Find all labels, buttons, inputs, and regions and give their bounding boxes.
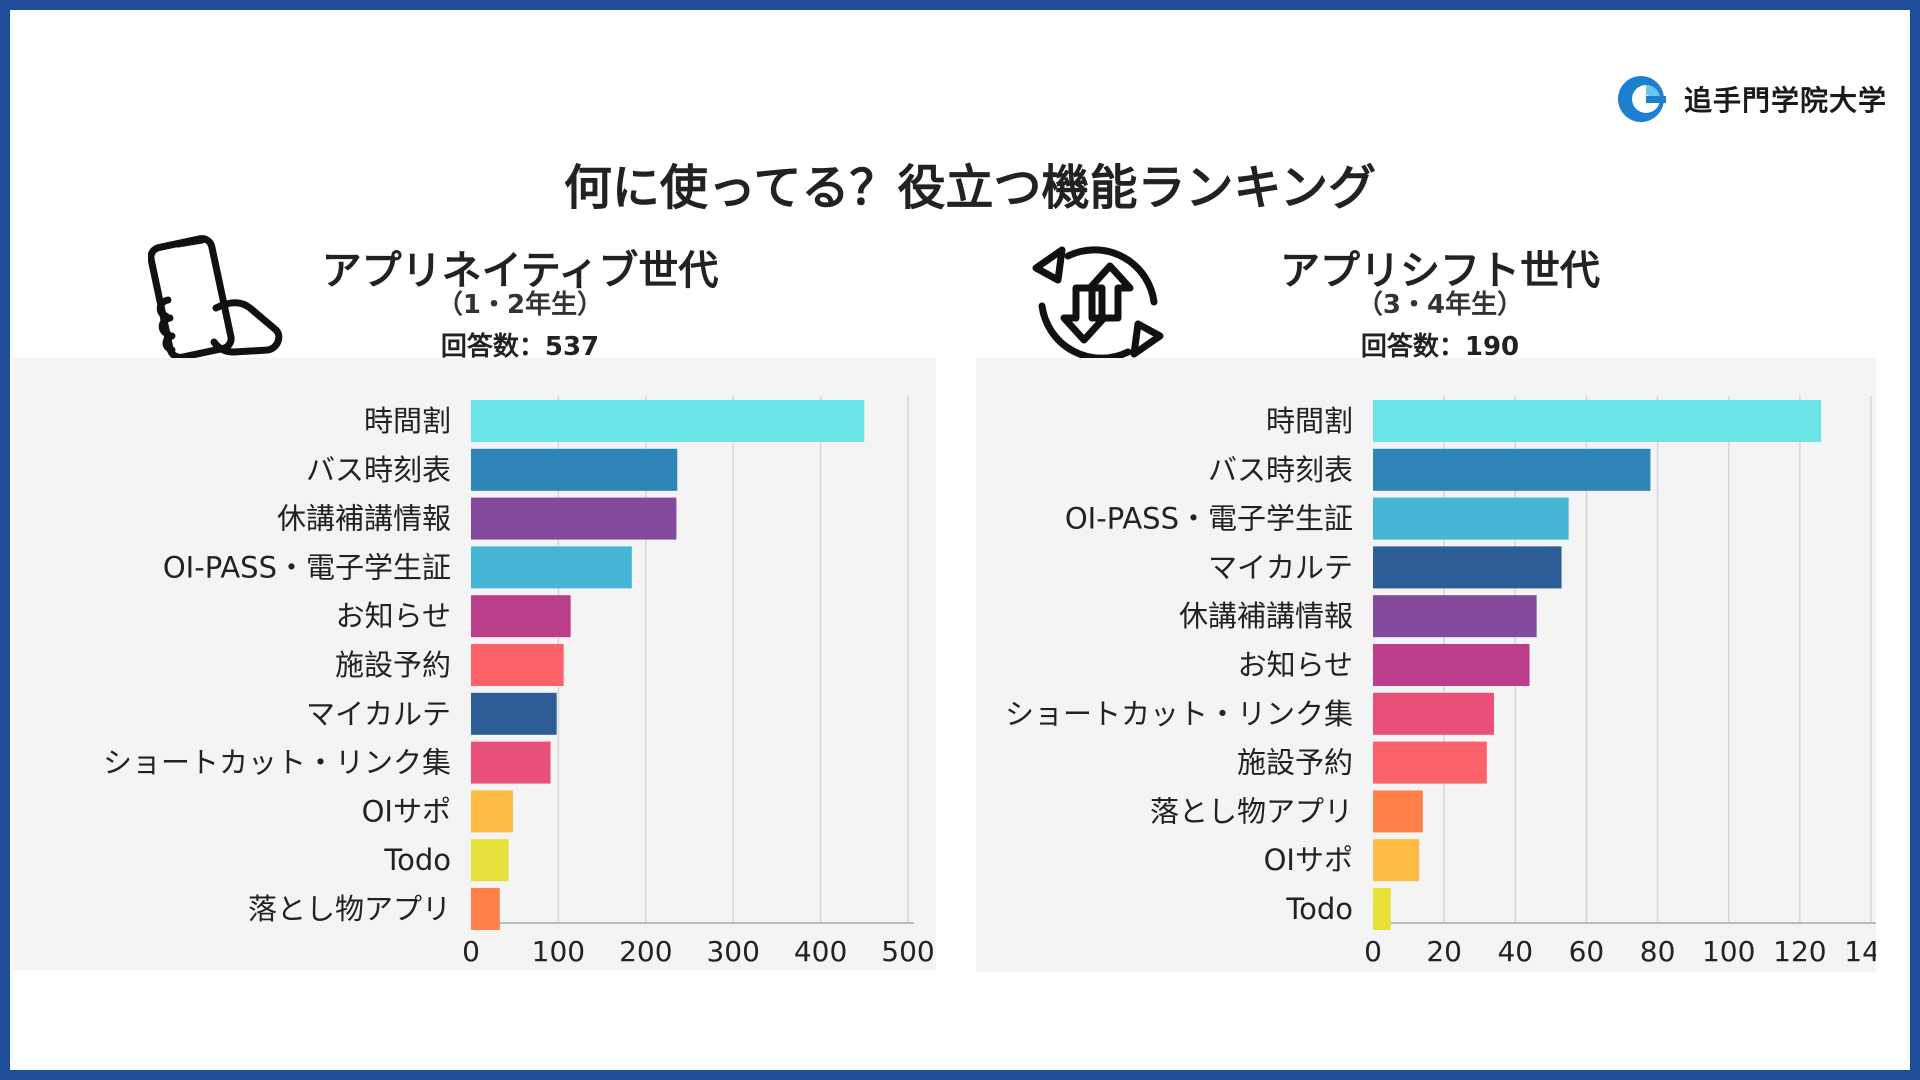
right-chart-bar [1373, 741, 1487, 784]
left-chart-bar [471, 741, 551, 784]
smartphone-hand-icon [147, 230, 288, 374]
left-chart-category-label: マイカルテ [306, 697, 451, 731]
right-chart-x-tick-label: 0 [1364, 935, 1382, 968]
left-chart-category-label: バス時刻表 [306, 453, 451, 487]
right-grade-label: （3・4年生） [1356, 290, 1524, 320]
left-chart-bar [471, 400, 865, 442]
left-chart-bar [471, 595, 571, 638]
university-name: 追手門学院大学 [1684, 84, 1888, 117]
right-chart-bar [1373, 790, 1423, 833]
left-chart-x-tick-label: 200 [619, 935, 672, 968]
right-response-count: 回答数：190 [1360, 332, 1520, 362]
left-chart-category-label: お知らせ [336, 599, 451, 633]
right-chart-bar [1373, 400, 1822, 442]
left-chart-x-tick-label: 0 [462, 935, 480, 968]
right-chart-category-label: OIサポ [1264, 843, 1353, 877]
right-chart-category-label: マイカルテ [1208, 550, 1353, 584]
right-chart-bar [1373, 546, 1562, 589]
right-chart-x-tick-label: 40 [1497, 935, 1533, 968]
left-chart-x-tick-label: 300 [706, 935, 759, 968]
right-chart-bar [1373, 497, 1569, 540]
left-chart-category-label: 落とし物アプリ [248, 892, 451, 926]
right-chart-x-tick-label: 80 [1640, 935, 1676, 968]
left-chart-bar [471, 888, 500, 930]
left-chart-bar [471, 448, 678, 491]
right-chart-category-label: お知らせ [1238, 648, 1353, 682]
right-chart-category-label: OI-PASS・電子学生証 [1065, 502, 1353, 536]
left-chart-category-label: 施設予約 [335, 648, 451, 682]
left-chart-category-label: OIサポ [362, 794, 451, 828]
left-chart-category-label: ショートカット・リンク集 [103, 746, 451, 780]
right-chart-x-tick-label: 120 [1773, 935, 1826, 968]
transfer-arrows-cycle-icon [1028, 232, 1168, 376]
right-chart-category-label: Todo [1285, 892, 1353, 926]
university-logo: 追手門学院大学 [1616, 74, 1887, 124]
right-chart-category-label: 休講補講情報 [1179, 599, 1353, 633]
right-chart-bar [1373, 692, 1494, 735]
right-chart-bar [1373, 644, 1530, 686]
left-chart-bar [471, 839, 509, 882]
right-chart-x-tick-label: 100 [1702, 935, 1755, 968]
right-chart-bar [1373, 595, 1537, 638]
left-chart-x-tick-label: 500 [881, 935, 934, 968]
right-chart-category-label: 施設予約 [1237, 746, 1353, 780]
left-chart-category-label: OI-PASS・電子学生証 [163, 550, 451, 584]
left-chart-bar [471, 497, 677, 540]
left-grade-label: （1・2年生） [436, 290, 604, 320]
right-chart-x-tick-label: 140 [1844, 935, 1876, 968]
university-logo-icon [1618, 76, 1666, 122]
left-response-count: 回答数：537 [440, 332, 600, 362]
right-chart-bar [1373, 448, 1651, 491]
right-chart-category-label: バス時刻表 [1208, 453, 1353, 487]
left-chart-bar [471, 790, 513, 833]
left-chart-x-tick-label: 100 [532, 935, 585, 968]
right-generation-title: アプリシフト世代 [1280, 248, 1600, 294]
right-chart-bar [1373, 839, 1420, 882]
left-chart-bar [471, 692, 557, 735]
left-chart-panel: 0 100 200 300 400 500 時間割バス時刻表休講補講情報 OI-PASS・電子… [12, 358, 936, 970]
left-chart-category-label: 時間割 [364, 404, 451, 438]
left-generation-title: アプリネイティブ世代 [321, 248, 719, 294]
right-chart-bar [1373, 888, 1391, 930]
left-chart-bar [471, 644, 564, 686]
page-title: 何に使ってる？役立つ機能ランキング [563, 160, 1377, 216]
left-chart-category-label: 休講補講情報 [277, 502, 451, 536]
right-chart-category-label: 時間割 [1266, 404, 1353, 438]
left-chart-x-tick-label: 400 [794, 935, 847, 968]
left-chart-bar [471, 546, 632, 589]
right-chart-x-tick-label: 60 [1569, 935, 1605, 968]
left-chart-category-label: Todo [383, 843, 451, 877]
right-chart-x-tick-label: 20 [1426, 935, 1462, 968]
right-chart-category-label: ショートカット・リンク集 [1005, 697, 1353, 731]
right-chart-category-label: 落とし物アプリ [1150, 794, 1353, 828]
